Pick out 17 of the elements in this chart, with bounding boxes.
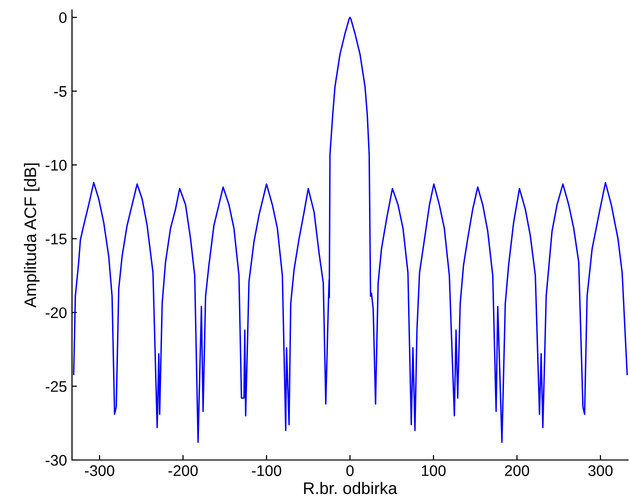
x-tick-label: 300	[588, 465, 613, 476]
x-tick-label: 100	[422, 465, 446, 476]
y-tick-label: -25	[46, 381, 66, 392]
y-tick-label: -15	[46, 234, 66, 244]
x-tick-label: -100	[252, 465, 282, 476]
x-tick-label: -200	[168, 465, 198, 476]
y-tick-label: -20	[46, 307, 67, 318]
line-series	[72, 16, 628, 443]
y-tick-label: -5	[54, 86, 66, 97]
x-axis-title: R.br. odbirka	[304, 482, 398, 494]
x-tick-label: 0	[346, 465, 354, 476]
x-tick-label: -300	[84, 465, 114, 476]
y-tick-label: 0	[59, 12, 67, 24]
x-tick-label: 200	[504, 465, 530, 476]
y-tick-label: -10	[46, 160, 67, 171]
y-tick-label: -30	[46, 454, 67, 466]
y-axis-title: Amplituda ACF [dB]	[24, 163, 40, 308]
